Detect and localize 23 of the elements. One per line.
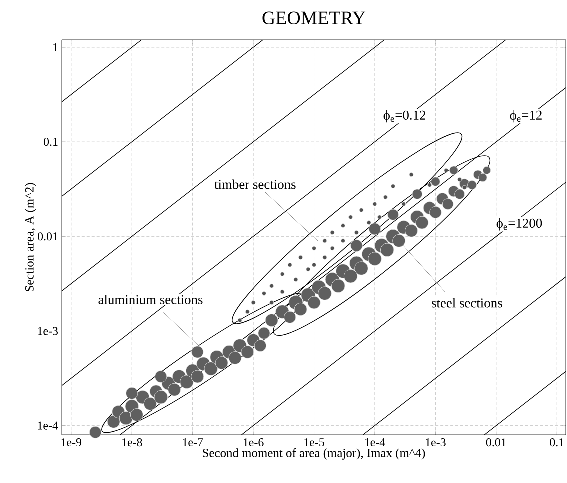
x-tick-label: 1e-5 xyxy=(304,438,324,447)
x-tick-label: 0.01 xyxy=(486,438,506,447)
annotation: ϕ$_{e}$=0.12 xyxy=(384,110,426,123)
x-tick-label: 1e-4 xyxy=(365,438,386,447)
y-tick-label: 1 xyxy=(54,44,58,52)
annotation: aluminium sections xyxy=(98,294,203,304)
y-tick-label: 0.1 xyxy=(44,138,58,146)
x-tick-label: 1e-8 xyxy=(122,438,142,447)
y-tick-label: 1e-3 xyxy=(38,327,58,336)
x-tick-label: 1e-3 xyxy=(426,438,446,447)
annotation: timber sections xyxy=(214,180,296,190)
x-tick-label: 1e-6 xyxy=(244,438,264,447)
y-axis-title: Section area, A (m^2) xyxy=(25,183,36,292)
x-tick-label: 1e-7 xyxy=(183,438,204,447)
x-axis-title: Second moment of area (major), Imax (m^4) xyxy=(203,448,426,460)
x-tick-label: 0.1 xyxy=(550,438,564,447)
y-tick-label: 1e-4 xyxy=(38,422,58,430)
annotation: steel sections xyxy=(432,298,502,308)
chart-title: GEOMETRY xyxy=(262,12,366,24)
annotation: ϕ$_{e}$=12 xyxy=(510,110,542,123)
y-tick-label: 0.01 xyxy=(38,232,58,241)
annotation: ϕ$_{e}$=1200 xyxy=(496,218,542,231)
x-tick-label: 1e-9 xyxy=(62,438,82,447)
